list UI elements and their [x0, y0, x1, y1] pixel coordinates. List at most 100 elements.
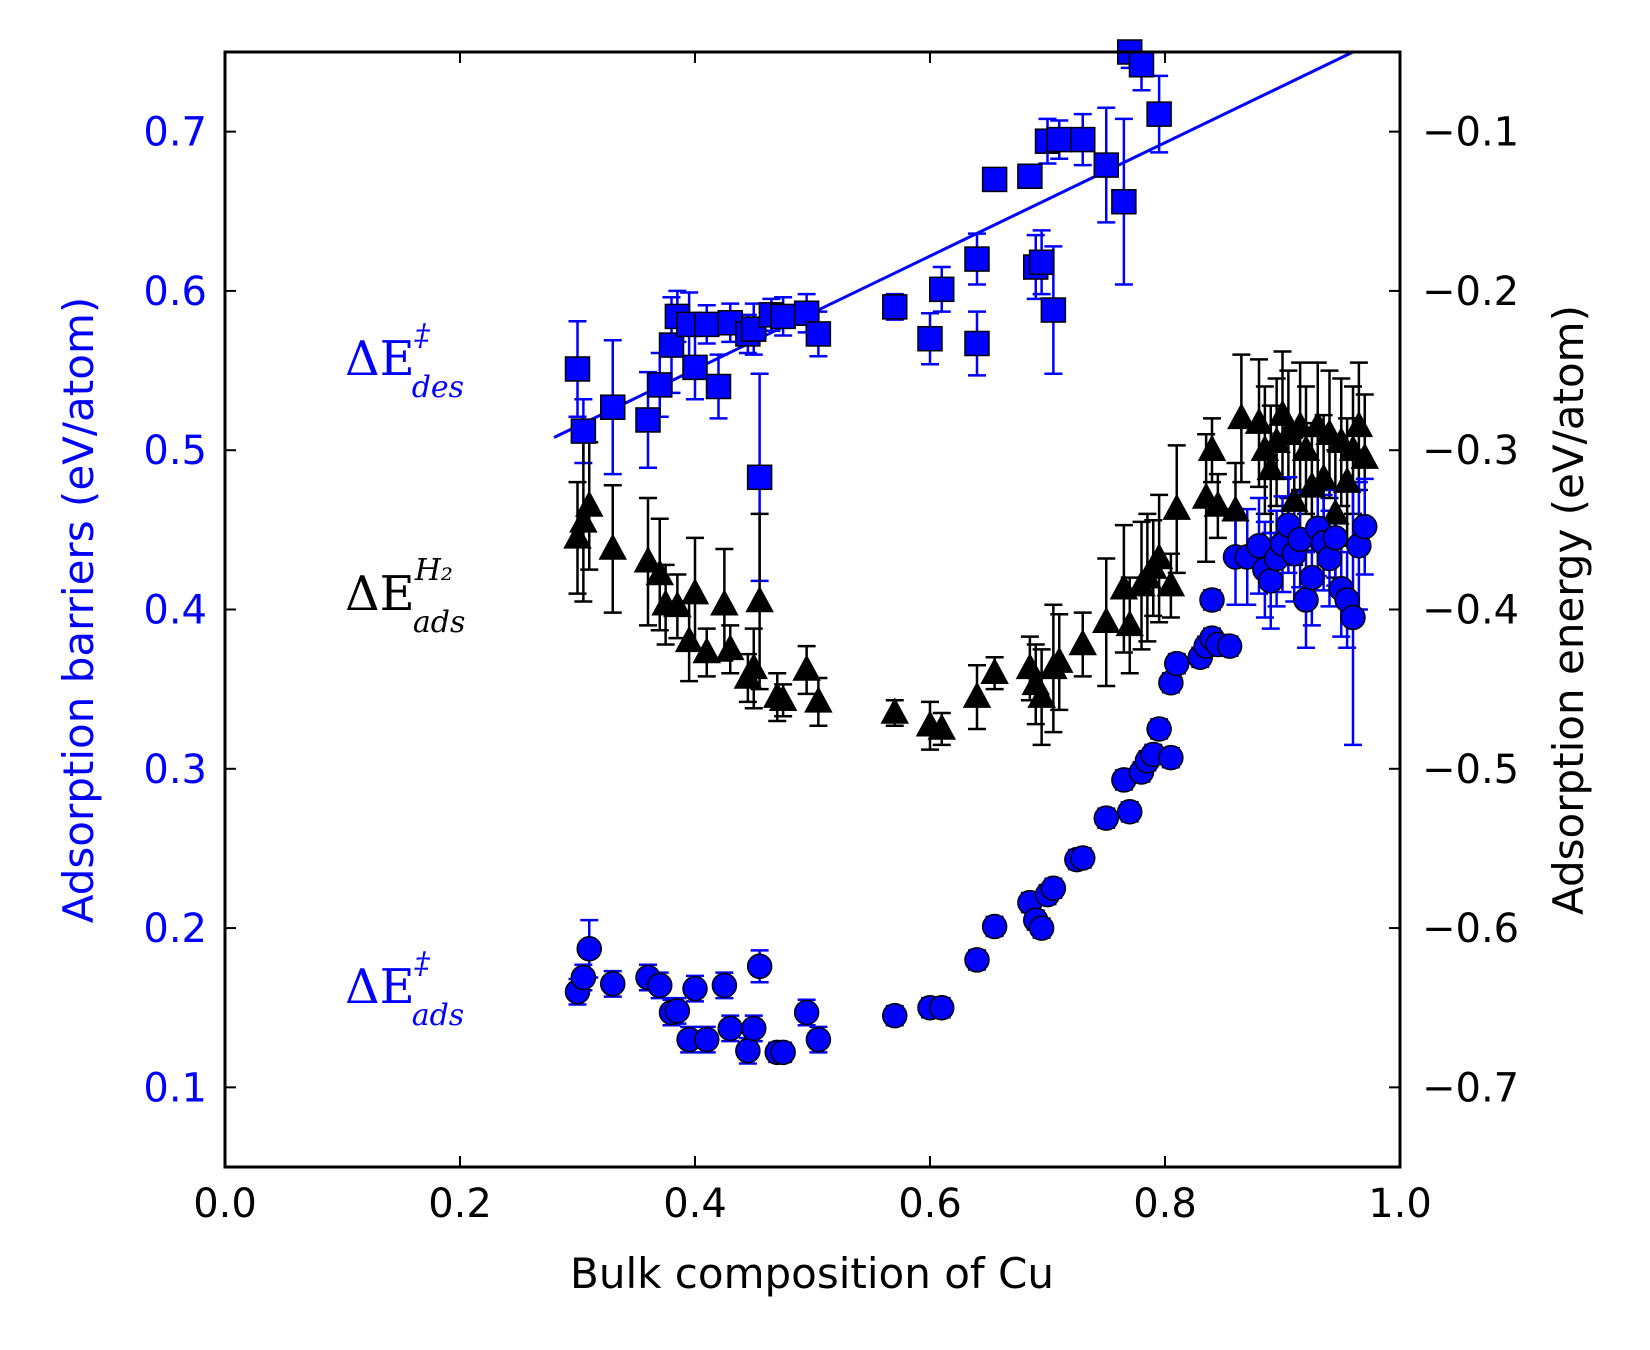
point-ads — [1093, 805, 1119, 831]
y-right-tick-label: −0.3 — [1422, 428, 1519, 474]
y-left-ticks: 0.1 0.2 0.3 0.4 0.5 0.6 0.7 — [143, 110, 236, 1111]
point-des — [600, 394, 626, 420]
point-des — [964, 246, 990, 272]
point-ads — [1070, 845, 1096, 871]
point-ads — [981, 913, 1008, 940]
point-ads — [711, 972, 738, 999]
point-h2 — [745, 585, 774, 613]
point-ads — [735, 1037, 761, 1064]
point-h2 — [633, 546, 663, 573]
point-h2 — [574, 490, 604, 517]
point-h2 — [1221, 495, 1250, 522]
point-ads — [1216, 633, 1243, 659]
x-tick-label: 0.8 — [1133, 1181, 1197, 1227]
point-des — [1070, 126, 1096, 153]
point-des — [635, 407, 661, 433]
y-right-tick-label: −0.1 — [1422, 110, 1519, 156]
x-axis-title: Bulk composition of Cu — [570, 1249, 1054, 1298]
point-ads — [964, 947, 990, 973]
point-h2 — [1144, 542, 1174, 570]
point-des — [805, 321, 832, 347]
point-h2 — [1044, 646, 1074, 673]
y-right-tick-label: −0.5 — [1422, 747, 1519, 793]
y-left-tick-label: 0.6 — [143, 269, 207, 315]
point-h2 — [1197, 434, 1227, 461]
point-h2 — [1027, 681, 1056, 708]
point-h2 — [1291, 434, 1321, 461]
x-tick-label: 0.2 — [428, 1181, 492, 1227]
point-h2 — [563, 522, 592, 549]
label-h2-adsorption-energy: ΔEH₂ ads — [345, 553, 465, 640]
y-left-tick-label: 0.4 — [143, 588, 207, 634]
y-left-tick-label: 0.3 — [143, 747, 207, 793]
fit-line — [553, 50, 1354, 439]
point-des — [1146, 101, 1172, 127]
x-tick-label: 0.6 — [898, 1181, 962, 1227]
point-des — [1040, 297, 1067, 323]
x-tick-label: 0.4 — [663, 1181, 727, 1227]
point-des — [1111, 188, 1137, 215]
point-ads — [882, 1002, 908, 1029]
point-h2 — [1344, 410, 1374, 438]
point-des — [917, 325, 943, 352]
point-ads — [576, 936, 602, 962]
point-h2 — [1350, 442, 1380, 469]
label-adsorption-barrier: ΔE‡ ads — [345, 946, 464, 1033]
point-h2 — [1285, 410, 1315, 438]
point-des — [746, 464, 773, 491]
point-h2 — [1115, 609, 1145, 637]
point-ads — [664, 998, 691, 1024]
point-des — [964, 330, 990, 357]
point-ads — [770, 1039, 796, 1066]
point-h2 — [804, 686, 833, 713]
point-ads — [1340, 604, 1366, 631]
y-right-tick-label: −0.6 — [1422, 906, 1519, 952]
point-des — [1028, 249, 1055, 276]
point-ads — [647, 972, 673, 999]
markers — [563, 39, 1380, 1066]
y-right-tick-label: −0.7 — [1422, 1065, 1519, 1111]
point-ads — [805, 1026, 832, 1053]
point-ads — [1352, 513, 1378, 540]
point-des — [694, 311, 720, 338]
point-h2 — [645, 558, 675, 586]
point-h2 — [598, 533, 628, 560]
point-ads — [1293, 587, 1319, 613]
point-h2 — [715, 633, 745, 661]
point-ads — [793, 999, 820, 1026]
point-h2 — [1203, 490, 1233, 517]
point-h2 — [1227, 402, 1256, 430]
point-h2 — [1309, 463, 1338, 490]
point-des — [1093, 152, 1119, 178]
point-ads — [1028, 915, 1055, 941]
point-des — [1017, 163, 1043, 189]
point-h2 — [1321, 498, 1350, 525]
point-ads — [741, 1015, 767, 1042]
point-des — [770, 303, 796, 330]
point-ads — [1146, 716, 1172, 742]
point-h2 — [739, 652, 769, 680]
point-des — [647, 372, 673, 398]
x-tick-label: 1.0 — [1368, 1181, 1432, 1227]
y-left-axis-title: Adsorption barriers (eV/atom) — [54, 297, 103, 923]
point-des — [929, 276, 955, 303]
x-tick-label: 0.0 — [193, 1181, 257, 1227]
point-h2 — [680, 577, 710, 605]
point-ads — [682, 975, 708, 1002]
point-ads — [1117, 799, 1143, 825]
y-right-axis-title: Adsorption energy (eV/atom) — [1544, 305, 1593, 915]
point-h2 — [710, 589, 739, 616]
point-h2 — [880, 697, 910, 724]
point-des — [682, 354, 708, 381]
y-right-tick-label: −0.4 — [1422, 588, 1519, 634]
point-h2 — [980, 657, 1009, 684]
point-des — [564, 356, 591, 382]
point-h2 — [768, 684, 798, 712]
point-des — [570, 418, 597, 444]
y-left-tick-label: 0.2 — [143, 906, 207, 952]
point-h2 — [569, 506, 598, 533]
point-ads — [746, 953, 773, 980]
point-des — [705, 373, 732, 400]
point-ads — [717, 1015, 743, 1042]
